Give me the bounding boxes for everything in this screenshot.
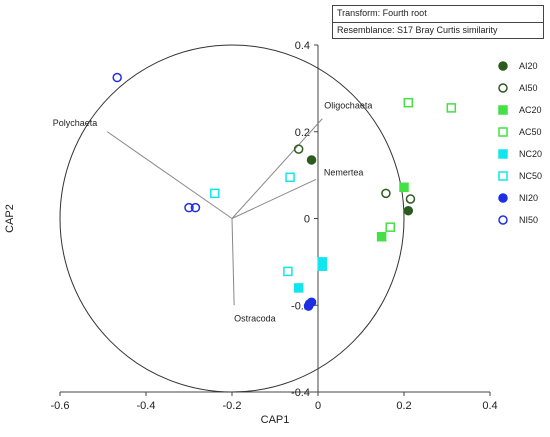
data-point: [293, 144, 304, 154]
resemblance-label: Resemblance: S17 Bray Curtis similarity: [337, 25, 498, 35]
data-point: [446, 103, 457, 113]
data-point: [306, 155, 317, 165]
data-point: [403, 205, 414, 216]
legend-marker: [498, 61, 508, 71]
legend-entry-label: AC20: [519, 105, 542, 115]
vector-label: Nemertea: [324, 167, 364, 177]
x-tick-label: -0.2: [223, 400, 242, 412]
y-tick-label: -0.4: [291, 387, 310, 399]
data-point: [210, 188, 220, 199]
data-point: [112, 72, 122, 83]
legend-marker: [498, 83, 508, 93]
correlation-circle: [59, 44, 405, 393]
data-point: [399, 182, 409, 193]
legend-entry-label: AI20: [519, 61, 538, 71]
legend-entry-label: NI50: [519, 215, 538, 225]
data-point: [381, 188, 391, 199]
data-point: [376, 231, 387, 242]
data-point: [190, 202, 201, 213]
data-point: [293, 283, 304, 293]
transform-label: Transform: Fourth root: [337, 8, 427, 18]
legend-entry-label: AI50: [519, 83, 538, 93]
data-point: [283, 266, 293, 277]
data-point: [184, 202, 194, 213]
data-point: [403, 97, 414, 108]
data-point: [303, 301, 314, 311]
x-tick-label: -0.6: [51, 400, 70, 412]
y-tick-label: 0.4: [295, 40, 310, 52]
info-divider: [333, 22, 543, 23]
vector-label: Ostracoda: [234, 313, 276, 323]
legend-marker: [498, 105, 508, 115]
legend-marker: [498, 127, 508, 137]
vector-label: Polychaeta: [53, 118, 98, 128]
vector-line: [231, 218, 235, 306]
vector-label: Oligochaeta: [324, 101, 372, 111]
vector-line: [231, 118, 323, 219]
x-axis-label: CAP1: [261, 414, 290, 426]
data-point: [405, 194, 416, 204]
y-tick-label: 0.2: [295, 127, 310, 139]
x-tick-label: -0.4: [137, 400, 156, 412]
vector-line: [107, 131, 233, 219]
y-tick-label: 0: [304, 214, 310, 226]
data-point: [285, 172, 295, 183]
legend-entry-label: NC50: [519, 171, 542, 181]
legend-marker: [498, 215, 508, 225]
y-axis-label: CAP2: [4, 204, 16, 233]
data-point: [317, 261, 328, 271]
legend-marker: [498, 171, 508, 181]
legend-entry-label: AC50: [519, 127, 542, 137]
legend-marker: [498, 149, 508, 159]
legend-entry-label: NI20: [519, 193, 538, 203]
x-tick-label: 0: [315, 400, 321, 412]
vector-line: [231, 179, 317, 219]
x-tick-label: 0.4: [482, 400, 497, 412]
legend-marker: [498, 193, 508, 203]
info-box: Transform: Fourth root Resemblance: S17 …: [332, 5, 544, 39]
x-tick-label: 0.2: [396, 400, 411, 412]
data-point: [385, 222, 395, 232]
legend-entry-label: NC20: [519, 149, 542, 159]
